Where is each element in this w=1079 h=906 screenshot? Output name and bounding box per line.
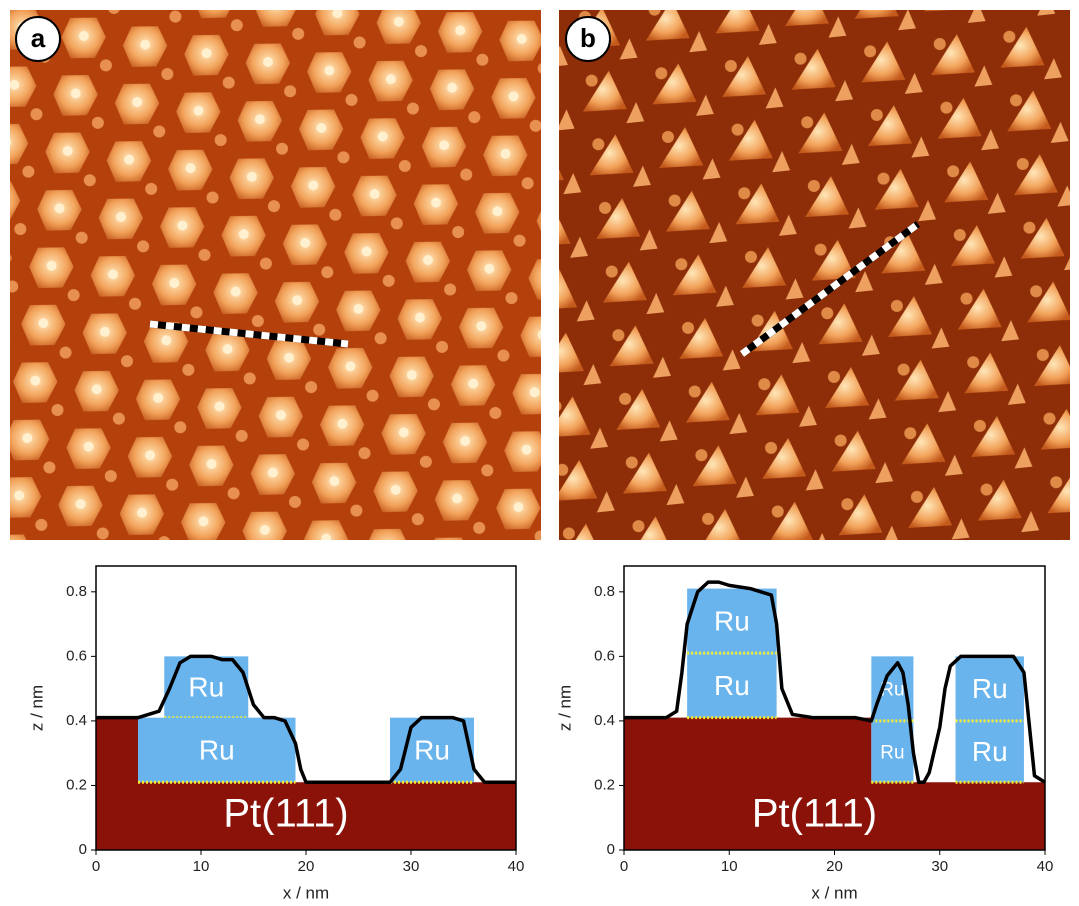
x-tick-label: 10 (721, 858, 738, 875)
y-tick-label: 0 (607, 841, 615, 858)
y-tick-label: 0.8 (594, 583, 615, 600)
x-tick-label: 20 (298, 858, 315, 875)
layer-label: Ru (972, 673, 1008, 704)
y-tick-label: 0 (79, 841, 87, 858)
layer-label: Ru (714, 605, 750, 636)
y-tick-label: 0.8 (66, 583, 87, 600)
x-axis-label: x / nm (283, 883, 329, 902)
y-tick-label: 0.2 (594, 776, 615, 793)
panel-label: a (31, 23, 46, 53)
layer-label: Ru (714, 670, 750, 701)
layer-label: Ru (972, 736, 1008, 767)
x-tick-label: 30 (403, 858, 420, 875)
layer-label: Ru (199, 734, 235, 765)
x-tick-label: 0 (92, 858, 100, 875)
x-tick-label: 10 (193, 858, 210, 875)
stm-image-b: b (559, 10, 1070, 540)
y-tick-label: 0.4 (66, 712, 87, 729)
y-tick-label: 0.6 (66, 647, 87, 664)
stm-image-a: a (10, 10, 541, 540)
x-axis-label: x / nm (811, 883, 857, 902)
y-tick-label: 0.6 (594, 647, 615, 664)
x-tick-label: 40 (1037, 858, 1054, 875)
substrate-label: Pt(111) (223, 792, 348, 836)
layer-label: Ru (188, 671, 224, 702)
y-axis-label: z / nm (555, 685, 574, 731)
figure: a b Pt(111) Ru Ru Ru 0 10 20 30 40 0 0.2 0.4 0.6 0.8 x… (0, 0, 1079, 906)
x-tick-label: 30 (931, 858, 948, 875)
layer-label: Ru (880, 743, 904, 764)
layer-label: Ru (414, 734, 450, 765)
y-tick-label: 0.2 (66, 776, 87, 793)
x-tick-label: 40 (508, 858, 525, 875)
x-tick-label: 0 (620, 858, 628, 875)
y-axis-label: z / nm (27, 685, 46, 731)
x-tick-label: 20 (826, 858, 843, 875)
y-tick-label: 0.4 (594, 712, 615, 729)
substrate-label: Pt(111) (752, 792, 877, 836)
profile-chart: Pt(111) Ru Ru Ru 0 10 20 30 40 0 0.2 0.4 0.6 0.8 x / n… (27, 566, 524, 902)
panel-label: b (580, 23, 596, 53)
